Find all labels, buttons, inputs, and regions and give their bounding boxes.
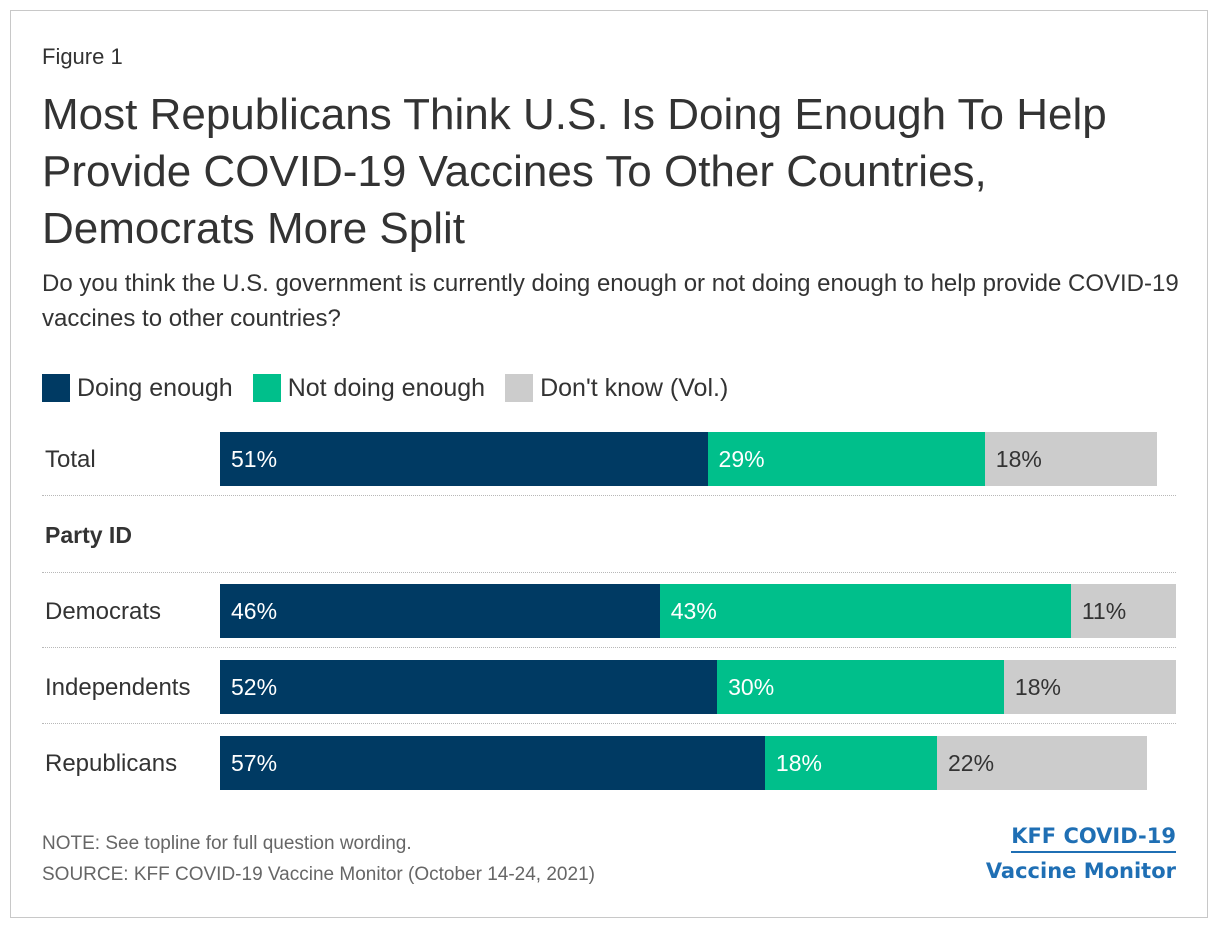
bar-segment-doing-enough: 51%: [220, 432, 708, 486]
bar-segment-dont-know: 11%: [1070, 584, 1176, 638]
legend-swatch-doing-enough: [42, 374, 70, 402]
legend-label-doing-enough: Doing enough: [77, 373, 233, 402]
bar-segment-doing-enough: 52%: [220, 660, 718, 714]
data-label-doing-enough: 46%: [231, 597, 278, 624]
source-text: SOURCE: KFF COVID-19 Vaccine Monitor (Oc…: [42, 864, 595, 885]
chart-title: Most Republicans Think U.S. Is Doing Eno…: [42, 90, 1107, 253]
legend-item-doing-enough: Doing enough: [42, 374, 233, 403]
bar-row-republicans: 57% 18% 22%: [220, 736, 1176, 790]
bar-segment-doing-enough: 46%: [220, 584, 660, 638]
bar-segment-doing-enough: 57%: [220, 736, 765, 790]
legend-swatch-dont-know: [505, 374, 534, 402]
bar-segment-not-doing-enough: 30%: [717, 660, 1004, 714]
data-label-dont-know: 22%: [948, 749, 995, 776]
data-label-not-doing-enough: 18%: [775, 749, 822, 776]
data-label-dont-know: 18%: [1014, 673, 1061, 700]
note-text: NOTE: See topline for full question word…: [42, 833, 412, 854]
row-divider: [42, 647, 1176, 648]
group-label-party-id: Party ID: [45, 522, 132, 548]
data-label-not-doing-enough: 30%: [728, 673, 775, 700]
data-label-dont-know: 18%: [995, 445, 1042, 472]
bar-row-democrats: 46% 43% 11%: [220, 584, 1176, 638]
data-label-not-doing-enough: 29%: [718, 445, 765, 472]
bar-segment-dont-know: 18%: [1003, 660, 1176, 714]
figure-label: Figure 1: [42, 44, 123, 69]
data-label-doing-enough: 51%: [231, 445, 278, 472]
data-label-not-doing-enough: 43%: [670, 597, 717, 624]
bar-row-total: 51% 29% 18%: [220, 432, 1176, 486]
row-divider: [42, 723, 1176, 724]
bar-segment-not-doing-enough: 29%: [707, 432, 985, 486]
legend-label-not-doing-enough: Not doing enough: [287, 373, 486, 402]
row-divider: [42, 495, 1176, 496]
row-label-total: Total: [45, 446, 96, 473]
bar-segment-dont-know: 22%: [937, 736, 1148, 790]
data-label-dont-know: 11%: [1081, 597, 1127, 624]
kff-logo: KFF COVID-19 Vaccine Monitor: [986, 824, 1176, 883]
logo-line-2: Vaccine Monitor: [985, 859, 1176, 883]
bar-segment-not-doing-enough: 43%: [659, 584, 1071, 638]
logo-line-1: KFF COVID-19: [1011, 824, 1176, 853]
bar-row-independents: 52% 30% 18%: [220, 660, 1176, 714]
legend: Doing enough Not doing enough Don't know…: [42, 372, 748, 404]
row-label-democrats: Democrats: [45, 598, 162, 625]
row-divider: [42, 572, 1176, 573]
legend-item-not-doing-enough: Not doing enough: [252, 373, 486, 403]
row-label-republicans: Republicans: [45, 750, 178, 777]
data-label-doing-enough: 52%: [231, 673, 278, 700]
data-label-doing-enough: 57%: [231, 749, 278, 776]
legend-label-dont-know: Don't know (Vol.): [540, 373, 729, 402]
bar-segment-not-doing-enough: 18%: [764, 736, 937, 790]
row-label-independents: Independents: [45, 674, 191, 701]
chart-subtitle: Do you think the U.S. government is curr…: [42, 270, 1179, 332]
legend-swatch-not-doing-enough: [252, 374, 281, 402]
legend-item-dont-know: Don't know (Vol.): [505, 374, 728, 403]
bar-segment-dont-know: 18%: [984, 432, 1157, 486]
